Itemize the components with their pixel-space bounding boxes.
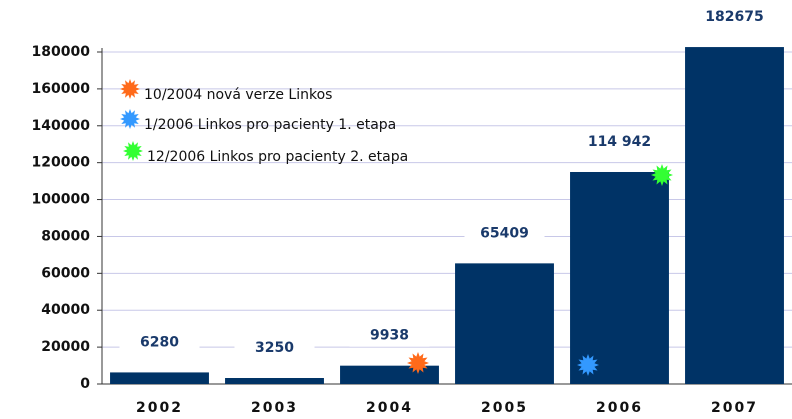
bar bbox=[340, 365, 439, 384]
y-tick-label: 180000 bbox=[32, 44, 91, 60]
value-label: 114 942 bbox=[588, 134, 651, 150]
x-tick-label: 2006 bbox=[596, 400, 643, 416]
value-label-bg bbox=[579, 130, 660, 153]
value-label-bg bbox=[694, 6, 775, 29]
star-marker bbox=[577, 354, 599, 376]
value-label-bg bbox=[234, 337, 315, 360]
annotation: 1/2006 Linkos pro pacienty 1. etapa bbox=[144, 117, 396, 133]
bar bbox=[455, 263, 554, 384]
value-label-bg bbox=[349, 324, 430, 347]
y-tick-label: 0 bbox=[80, 376, 90, 392]
bar bbox=[110, 372, 209, 384]
bar bbox=[225, 378, 324, 384]
y-tick-label: 60000 bbox=[41, 265, 90, 281]
y-tick-label: 120000 bbox=[32, 155, 91, 171]
value-label-bg bbox=[464, 222, 545, 245]
annotation: 10/2004 nová verze Linkos bbox=[144, 87, 332, 103]
value-label-bg bbox=[119, 331, 200, 354]
star-marker bbox=[407, 352, 429, 374]
y-tick-label: 20000 bbox=[41, 339, 90, 355]
x-tick-label: 2007 bbox=[711, 400, 758, 416]
x-tick-label: 2005 bbox=[481, 400, 528, 416]
value-label: 3250 bbox=[255, 340, 294, 356]
y-tick-label: 160000 bbox=[32, 81, 91, 97]
y-tick-label: 80000 bbox=[41, 228, 90, 244]
y-tick-label: 100000 bbox=[32, 192, 91, 208]
star-marker bbox=[123, 141, 143, 161]
value-label: 65409 bbox=[480, 225, 529, 241]
annotation: 12/2006 Linkos pro pacienty 2. etapa bbox=[147, 149, 408, 165]
bar bbox=[570, 171, 669, 384]
x-tick-label: 2002 bbox=[136, 400, 183, 416]
bar bbox=[685, 47, 784, 385]
x-tick-label: 2003 bbox=[251, 400, 298, 416]
y-tick-label: 40000 bbox=[41, 302, 90, 318]
value-label: 182675 bbox=[705, 9, 763, 25]
star-marker bbox=[120, 109, 140, 129]
x-tick-label: 2004 bbox=[366, 400, 413, 416]
value-label: 9938 bbox=[370, 328, 409, 344]
star-marker bbox=[651, 164, 673, 186]
star-marker bbox=[120, 79, 140, 99]
y-tick-label: 140000 bbox=[32, 118, 91, 134]
value-label: 6280 bbox=[140, 334, 179, 350]
